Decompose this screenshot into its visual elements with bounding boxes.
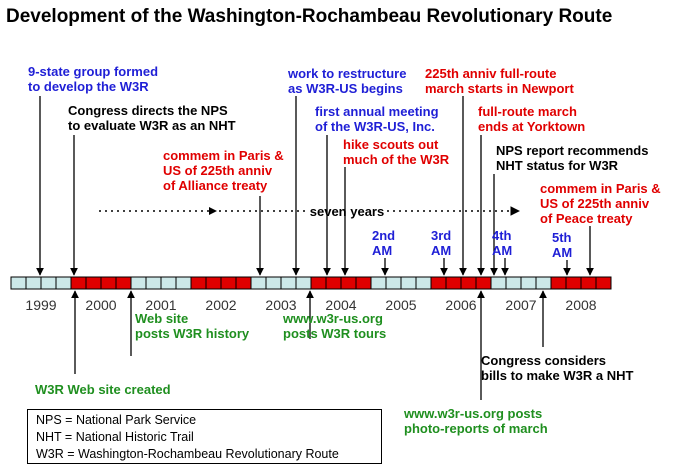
timeline-cell-2007-q2 <box>505 276 522 290</box>
timeline-cell-2007-q4 <box>535 276 552 290</box>
event-label-2: Congress directs the NPS to evaluate W3R… <box>68 103 236 133</box>
year-label-1999: 1999 <box>25 297 56 313</box>
event-label-11: NPS report recommends NHT status for W3R <box>496 143 649 173</box>
legend-item-nht: NHT = National Historic Trail <box>36 430 194 444</box>
year-label-2002: 2002 <box>205 297 236 313</box>
legend-item-nps: NPS = National Park Service <box>36 413 197 427</box>
timeline-cell-2006-q3 <box>460 276 477 290</box>
timeline-cell-1999-q1 <box>10 276 27 290</box>
legend-box: NPS = National Park Service NHT = Nation… <box>27 409 382 464</box>
span-mid-arrow <box>209 207 217 215</box>
event-label-19: www.w3r-us.org posts photo-reports of ma… <box>404 406 548 436</box>
timeline-cell-2002-q2 <box>205 276 222 290</box>
event-label-10: full-route march ends at Yorktown <box>478 104 586 134</box>
timeline-cell-2004-q2 <box>325 276 342 290</box>
event-label-12: 4th AM <box>492 228 513 258</box>
event-label-5: first annual meeting of the W3R-US, Inc. <box>315 104 439 134</box>
timeline-cell-1999-q3 <box>40 276 57 290</box>
diagram-title: Development of the Washington-Rochambeau… <box>6 6 613 27</box>
event-label-1: 9-state group formed to develop the W3R <box>28 64 159 94</box>
timeline-cell-2006-q1 <box>430 276 447 290</box>
timeline-cell-2004-q4 <box>355 276 372 290</box>
timeline-cell-2002-q3 <box>220 276 237 290</box>
year-label-2006: 2006 <box>445 297 476 313</box>
event-label-8: 3rd AM <box>431 228 452 258</box>
year-labels: 1999 2000 2001 2002 2003 2004 2005 2006 2007 2008 <box>25 297 596 313</box>
event-label-13: 5th AM <box>552 230 573 260</box>
timeline-cell-2003-q4 <box>295 276 312 290</box>
timeline-cell-2006-q2 <box>445 276 462 290</box>
timeline-cell-2000-q3 <box>100 276 117 290</box>
timeline-cell-2000-q4 <box>115 276 132 290</box>
timeline-cell-2005-q3 <box>400 276 417 290</box>
year-label-2008: 2008 <box>565 297 596 313</box>
timeline-cell-2003-q3 <box>280 276 297 290</box>
year-label-2001: 2001 <box>145 297 176 313</box>
year-bar <box>10 276 612 290</box>
event-label-9: 225th anniv full-route march starts in N… <box>425 66 574 96</box>
timeline-cell-2006-q4 <box>475 276 492 290</box>
timeline-cell-1999-q2 <box>25 276 42 290</box>
timeline-cell-2003-q2 <box>265 276 282 290</box>
timeline-cell-2007-q3 <box>520 276 537 290</box>
timeline-cell-2001-q3 <box>160 276 177 290</box>
legend-item-w3r: W3R = Washington-Rochambeau Revolutionar… <box>36 447 339 461</box>
timeline-cell-2001-q1 <box>130 276 147 290</box>
event-label-16: Web site posts W3R history <box>135 311 250 341</box>
timeline-cell-2007-q1 <box>490 276 507 290</box>
timeline-cell-2008-q1 <box>550 276 567 290</box>
timeline-cell-2008-q3 <box>580 276 597 290</box>
event-label-17: www.w3r-us.org posts W3R tours <box>283 311 387 341</box>
timeline-cell-2004-q1 <box>310 276 327 290</box>
span-label: seven years <box>310 204 384 219</box>
timeline-cell-2000-q1 <box>70 276 87 290</box>
year-label-2007: 2007 <box>505 297 536 313</box>
timeline-cell-2008-q4 <box>595 276 612 290</box>
timeline-cell-2002-q4 <box>235 276 252 290</box>
timeline-cell-2002-q1 <box>190 276 207 290</box>
event-label-15: W3R Web site created <box>35 382 171 397</box>
event-arrows <box>36 96 594 400</box>
timeline-cell-2005-q1 <box>370 276 387 290</box>
timeline-cell-1999-q4 <box>55 276 72 290</box>
timeline-cell-2000-q2 <box>85 276 102 290</box>
year-label-2003: 2003 <box>265 297 296 313</box>
timeline-cell-2003-q1 <box>250 276 267 290</box>
timeline-cell-2001-q4 <box>175 276 192 290</box>
event-label-14: commem in Paris & US of 225th anniv of P… <box>540 181 661 226</box>
timeline-cell-2008-q2 <box>565 276 582 290</box>
year-label-2000: 2000 <box>85 297 116 313</box>
event-label-3: commem in Paris & US of 225th anniv of A… <box>163 148 284 193</box>
timeline-cell-2004-q3 <box>340 276 357 290</box>
timeline-cell-2005-q2 <box>385 276 402 290</box>
event-label-18: Congress considers bills to make W3R a N… <box>481 353 634 383</box>
event-label-4: work to restructure as W3R-US begins <box>288 66 407 96</box>
timeline-cell-2001-q2 <box>145 276 162 290</box>
seven-years-span: seven years <box>99 202 520 220</box>
event-label-7: 2nd AM <box>372 228 396 258</box>
year-label-2005: 2005 <box>385 297 416 313</box>
timeline-cell-2005-q4 <box>415 276 432 290</box>
year-label-2004: 2004 <box>325 297 356 313</box>
event-label-6: hike scouts out much of the W3R <box>343 137 450 167</box>
